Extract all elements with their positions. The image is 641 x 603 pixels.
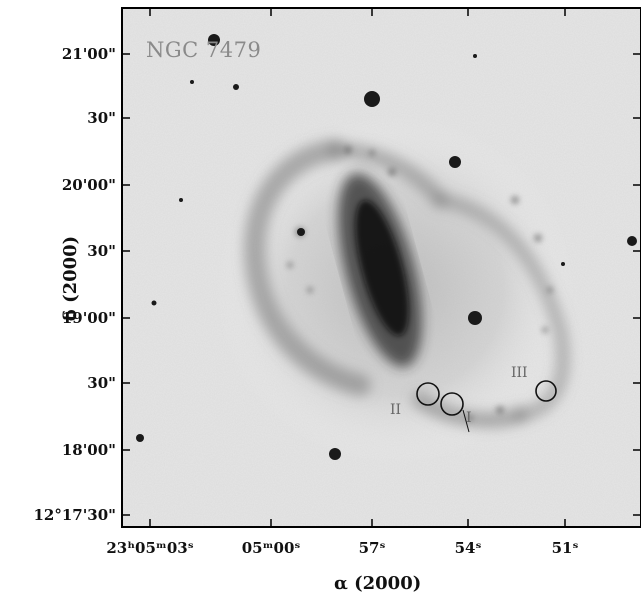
star (561, 262, 565, 266)
x-tick-label: 57ˢ (358, 539, 386, 557)
star (208, 34, 220, 46)
x-tick-label: 54ˢ (454, 539, 482, 557)
x-tick-label: 05ᵐ00ˢ (241, 539, 301, 557)
x-tick-label: 23ʰ05ᵐ03ˢ (106, 539, 194, 557)
star (136, 434, 144, 442)
star (364, 91, 380, 107)
y-axis-title: δ (2000) (60, 235, 82, 322)
star (473, 54, 477, 58)
star (468, 311, 482, 325)
star (179, 198, 183, 202)
region-iii-marker (535, 380, 557, 402)
star (233, 84, 239, 90)
star (151, 300, 157, 306)
region-label-iii: III (511, 365, 528, 381)
y-tick-label: 20'00" (61, 176, 116, 194)
y-tick-label: 18'00" (61, 441, 116, 459)
y-tick-label: 21'00" (61, 45, 116, 63)
region-i-marker (440, 392, 464, 416)
y-tick-label: 12°17'30" (33, 506, 116, 524)
region-ii-marker (416, 382, 440, 406)
y-tick-label: 19'00" (61, 309, 116, 327)
star (627, 236, 637, 246)
star (297, 228, 305, 236)
region-label-ii: II (390, 402, 402, 418)
y-tick-label: 30" (87, 242, 116, 260)
plot-frame (121, 7, 641, 528)
region-label-i: I (466, 410, 472, 426)
region-i-pointer (462, 409, 470, 433)
y-tick-label: 30" (87, 109, 116, 127)
star (190, 80, 194, 84)
object-name-label: NGC 7479 (146, 38, 262, 62)
x-axis-title: α (2000) (334, 573, 422, 594)
x-tick-label: 51ˢ (551, 539, 579, 557)
y-tick-label: 30" (87, 374, 116, 392)
star (329, 448, 341, 460)
star (449, 156, 461, 168)
